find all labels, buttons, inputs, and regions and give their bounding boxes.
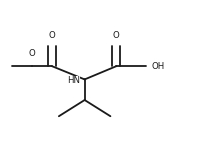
Text: O: O xyxy=(48,31,55,40)
Text: HN: HN xyxy=(67,76,80,85)
Text: O: O xyxy=(112,31,119,40)
Text: OH: OH xyxy=(150,62,163,71)
Text: O: O xyxy=(29,49,35,58)
